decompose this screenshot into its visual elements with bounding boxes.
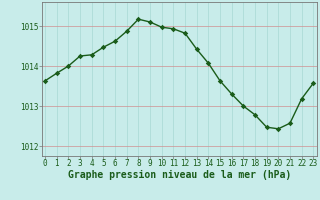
X-axis label: Graphe pression niveau de la mer (hPa): Graphe pression niveau de la mer (hPa): [68, 170, 291, 180]
